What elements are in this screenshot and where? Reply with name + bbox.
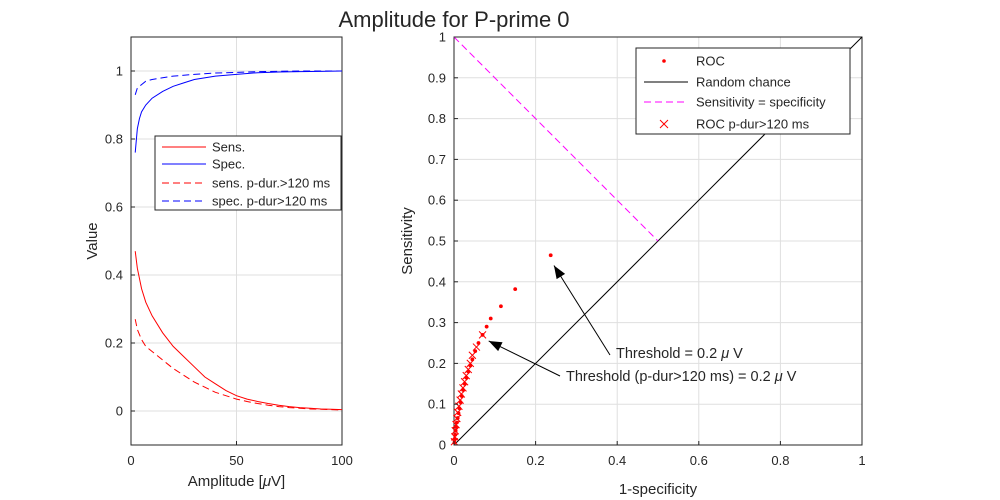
left-ytick-label: 0.2 xyxy=(105,336,123,351)
roc-point xyxy=(454,425,458,429)
roc-point xyxy=(473,349,477,353)
left-xlabel: Amplitude [μV] xyxy=(188,473,285,490)
right-ytick-label: 0.2 xyxy=(428,356,446,371)
right-ytick-label: 0 xyxy=(439,438,446,453)
roc-point xyxy=(459,400,463,404)
left-ylabel: Value xyxy=(84,222,101,259)
right-ytick-label: 0.6 xyxy=(428,193,446,208)
legend-label-roc: ROC xyxy=(696,54,725,69)
right-xtick-label: 0.2 xyxy=(527,453,545,468)
legend-label-spec: Spec. xyxy=(212,157,245,172)
legend-label-sens: Sens. xyxy=(212,140,245,155)
roc-point xyxy=(455,421,459,425)
roc-point xyxy=(463,382,467,386)
legend-marker-roc xyxy=(662,59,666,63)
roc-point xyxy=(489,317,493,321)
right-ytick-label: 0.1 xyxy=(428,397,446,412)
roc-point xyxy=(499,304,503,308)
right-ytick-label: 0.7 xyxy=(428,152,446,167)
roc-point xyxy=(481,333,485,337)
roc-point xyxy=(460,394,464,398)
right-ytick-label: 1 xyxy=(439,30,446,45)
legend-label-sens-eq-spec: Sensitivity = specificity xyxy=(696,95,826,110)
roc-point xyxy=(466,370,470,374)
left-ytick-label: 1 xyxy=(116,64,123,79)
annotation-threshold-pdur: Threshold (p-dur>120 ms) = 0.2 μ V xyxy=(566,369,797,385)
right-legend: ROC Random chance Sensitivity = specific… xyxy=(636,48,850,134)
left-ytick-label: 0.4 xyxy=(105,268,123,283)
left-ytick-label: 0.6 xyxy=(105,200,123,215)
roc-point xyxy=(461,388,465,392)
legend-label-spec-pdur: spec. p-dur>120 ms xyxy=(212,194,328,209)
roc-point xyxy=(549,253,553,257)
roc-point xyxy=(457,411,461,415)
left-xtick-label: 0 xyxy=(127,453,134,468)
right-ytick-label: 0.8 xyxy=(428,111,446,126)
roc-point xyxy=(470,357,474,361)
roc-point xyxy=(453,433,457,437)
roc-point xyxy=(453,437,457,441)
right-ylabel: Sensitivity xyxy=(399,207,416,275)
legend-label-roc-pdur: ROC p-dur>120 ms xyxy=(696,117,810,132)
roc-point xyxy=(454,429,458,433)
roc-point xyxy=(513,287,517,291)
right-xtick-label: 0.4 xyxy=(608,453,626,468)
roc-point xyxy=(477,341,481,345)
left-xtick-label: 50 xyxy=(229,453,243,468)
right-ytick-label: 0.9 xyxy=(428,70,446,85)
left-ytick-label: 0 xyxy=(116,404,123,419)
roc-point xyxy=(485,325,489,329)
right-ytick-label: 0.5 xyxy=(428,234,446,249)
left-ytick-label: 0.8 xyxy=(105,132,123,147)
legend-label-random: Random chance xyxy=(696,75,791,90)
right-xtick-label: 0 xyxy=(450,453,457,468)
roc-point xyxy=(456,416,460,420)
roc-point xyxy=(457,406,461,410)
right-ytick-label: 0.3 xyxy=(428,315,446,330)
roc-point xyxy=(464,376,468,380)
right-ytick-label: 0.4 xyxy=(428,274,446,289)
left-xtick-label: 100 xyxy=(331,453,353,468)
legend-label-sens-pdur: sens. p-dur.>120 ms xyxy=(212,176,331,191)
right-xtick-label: 0.6 xyxy=(690,453,708,468)
roc-point xyxy=(468,364,472,368)
right-xlabel: 1-specificity xyxy=(619,481,698,498)
annotation-threshold: Threshold = 0.2 μ V xyxy=(616,346,743,362)
left-legend: Sens. Spec. sens. p-dur.>120 ms spec. p-… xyxy=(155,136,341,210)
right-xtick-label: 1 xyxy=(858,453,865,468)
figure-title: Amplitude for P-prime 0 xyxy=(338,7,569,32)
right-xtick-label: 0.8 xyxy=(771,453,789,468)
